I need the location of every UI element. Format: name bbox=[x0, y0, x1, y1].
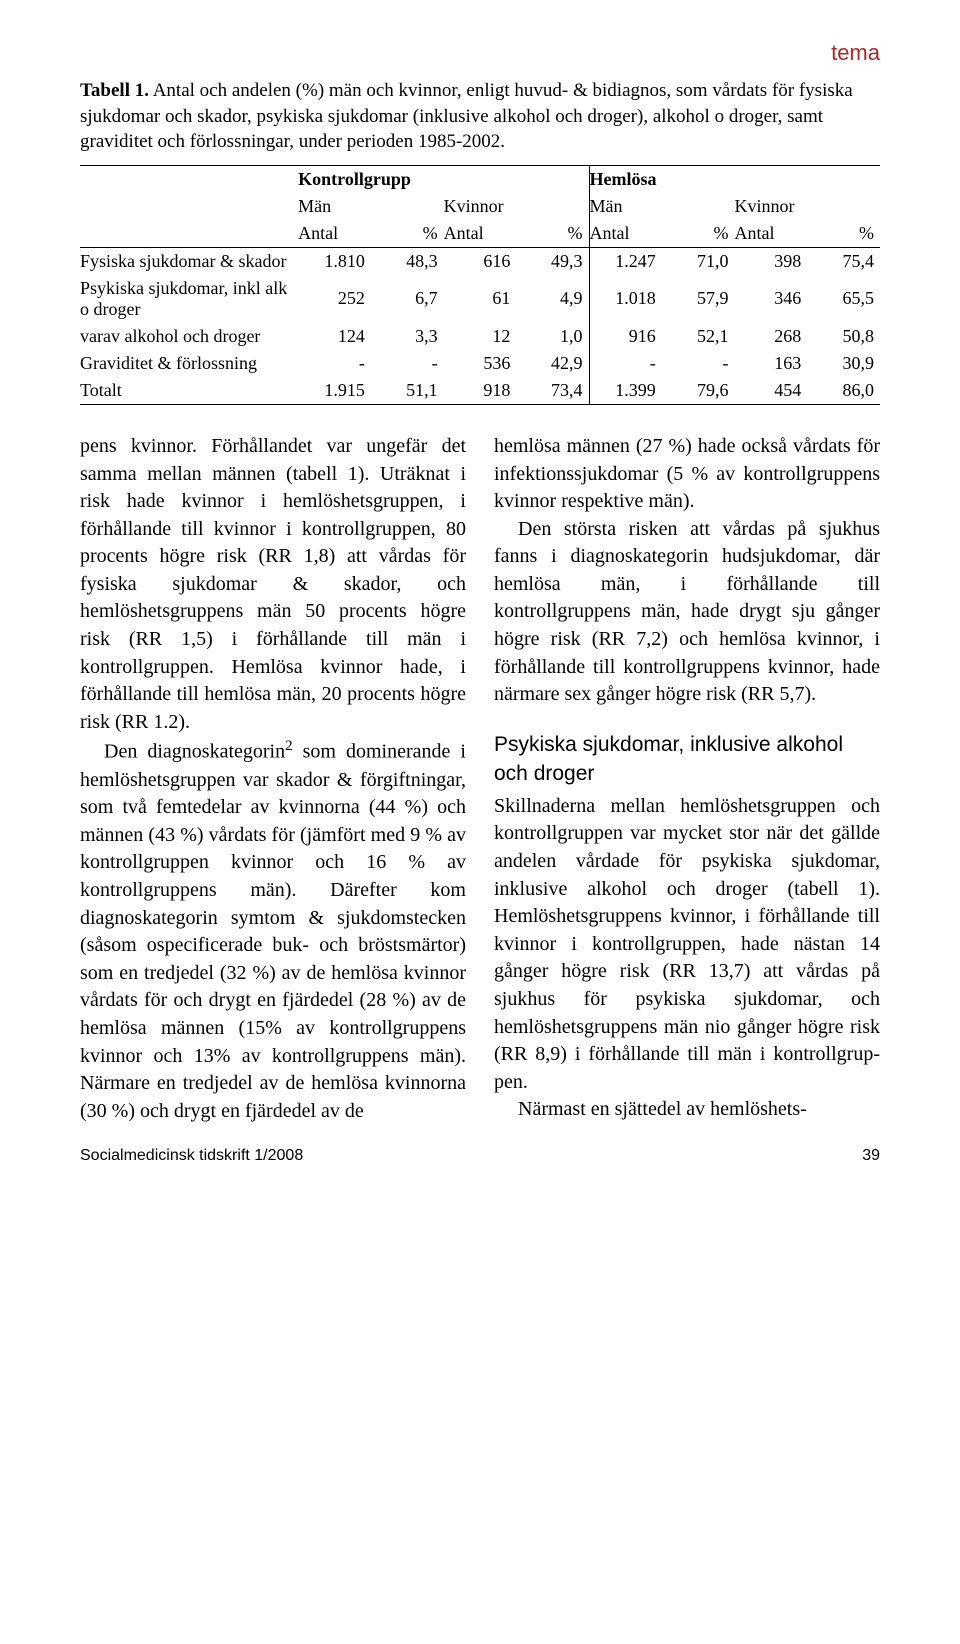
cell: 346 bbox=[734, 275, 807, 323]
col-women-a: Kvinnor bbox=[444, 193, 589, 220]
cell: 1.247 bbox=[589, 247, 662, 275]
cell: 1.399 bbox=[589, 377, 662, 405]
cell: 918 bbox=[444, 377, 517, 405]
journal-name: Socialmedicinsk tidskrift 1/2008 bbox=[80, 1147, 303, 1165]
col-antal: Antal bbox=[589, 220, 662, 248]
cell: 1,0 bbox=[516, 323, 589, 350]
table-caption-label: Tabell 1. bbox=[80, 80, 149, 101]
col-pct: % bbox=[807, 220, 880, 248]
body-paragraph: Den diagnoskategorin2 som do­minerande i… bbox=[80, 736, 466, 1125]
table-row: Psykiska sjukdomar, inkl alk o droger 25… bbox=[80, 275, 880, 323]
cell: 42,9 bbox=[516, 350, 589, 377]
body-paragraph: pens kvinnor. Förhållandet var un­gefär … bbox=[80, 433, 466, 737]
cell: 268 bbox=[734, 323, 807, 350]
col-antal: Antal bbox=[444, 220, 517, 248]
body-paragraph: Skillnaderna mellan hemlöshetsgrup­pen o… bbox=[494, 793, 880, 1097]
cell: 12 bbox=[444, 323, 517, 350]
cell: 4,9 bbox=[516, 275, 589, 323]
col-pct: % bbox=[371, 220, 444, 248]
cell: 57,9 bbox=[662, 275, 735, 323]
footnote-ref: 2 bbox=[285, 738, 293, 754]
table-row: varav alkohol och droger 124 3,3 12 1,0 … bbox=[80, 323, 880, 350]
cell: 1.018 bbox=[589, 275, 662, 323]
body-paragraph: Den största risken att vårdas på sjukhus… bbox=[494, 516, 880, 709]
cell: 49,3 bbox=[516, 247, 589, 275]
cell: - bbox=[298, 350, 371, 377]
cell: 65,5 bbox=[807, 275, 880, 323]
row-label: Fysiska sjukdomar & skador bbox=[80, 247, 298, 275]
table-row: Graviditet & förlossning - - 536 42,9 - … bbox=[80, 350, 880, 377]
cell: 48,3 bbox=[371, 247, 444, 275]
col-pct: % bbox=[516, 220, 589, 248]
col-men-a: Män bbox=[298, 193, 443, 220]
right-column: hemlösa männen (27 %) hade också vårdats… bbox=[494, 433, 880, 1126]
col-women-b: Kvinnor bbox=[734, 193, 880, 220]
group-a-header: Kontrollgrupp bbox=[298, 165, 589, 193]
col-pct: % bbox=[662, 220, 735, 248]
cell: 3,3 bbox=[371, 323, 444, 350]
cell: 79,6 bbox=[662, 377, 735, 405]
cell: 454 bbox=[734, 377, 807, 405]
cell: 252 bbox=[298, 275, 371, 323]
cell: 73,4 bbox=[516, 377, 589, 405]
col-antal: Antal bbox=[734, 220, 807, 248]
section-label: tema bbox=[80, 40, 880, 66]
cell: 51,1 bbox=[371, 377, 444, 405]
col-antal: Antal bbox=[298, 220, 371, 248]
body-columns: pens kvinnor. Förhållandet var un­gefär … bbox=[80, 433, 880, 1126]
group-b-header: Hemlösa bbox=[589, 165, 880, 193]
row-label: Psykiska sjukdomar, inkl alk o droger bbox=[80, 275, 298, 323]
cell: 163 bbox=[734, 350, 807, 377]
table-row: Totalt 1.915 51,1 918 73,4 1.399 79,6 45… bbox=[80, 377, 880, 405]
cell: 124 bbox=[298, 323, 371, 350]
body-paragraph: hemlösa männen (27 %) hade också vårdats… bbox=[494, 433, 880, 516]
page-footer: Socialmedicinsk tidskrift 1/2008 39 bbox=[80, 1147, 880, 1165]
cell: 52,1 bbox=[662, 323, 735, 350]
cell: 536 bbox=[444, 350, 517, 377]
body-paragraph: Närmast en sjättedel av hemlöshets- bbox=[494, 1096, 880, 1124]
cell: 1.810 bbox=[298, 247, 371, 275]
page-number: 39 bbox=[862, 1147, 880, 1165]
data-table: Kontrollgrupp Hemlösa Män Kvinnor Män Kv… bbox=[80, 165, 880, 405]
row-label: Graviditet & förlossning bbox=[80, 350, 298, 377]
table-row: Fysiska sjukdomar & skador 1.810 48,3 61… bbox=[80, 247, 880, 275]
section-heading: Psykiska sjukdomar, inklusive alko­hol o… bbox=[494, 731, 880, 789]
table-caption-text: Antal och andelen (%) män och kvinnor, e… bbox=[80, 80, 853, 152]
cell: 50,8 bbox=[807, 323, 880, 350]
cell: 61 bbox=[444, 275, 517, 323]
cell: 75,4 bbox=[807, 247, 880, 275]
cell: 30,9 bbox=[807, 350, 880, 377]
cell: 71,0 bbox=[662, 247, 735, 275]
left-column: pens kvinnor. Förhållandet var un­gefär … bbox=[80, 433, 466, 1126]
row-label: varav alkohol och droger bbox=[80, 323, 298, 350]
col-men-b: Män bbox=[589, 193, 734, 220]
cell: 86,0 bbox=[807, 377, 880, 405]
cell: 398 bbox=[734, 247, 807, 275]
table-caption: Tabell 1. Antal och andelen (%) män och … bbox=[80, 78, 880, 155]
cell: 6,7 bbox=[371, 275, 444, 323]
cell: 1.915 bbox=[298, 377, 371, 405]
cell: - bbox=[662, 350, 735, 377]
cell: 916 bbox=[589, 323, 662, 350]
cell: - bbox=[589, 350, 662, 377]
cell: 616 bbox=[444, 247, 517, 275]
cell: - bbox=[371, 350, 444, 377]
row-label: Totalt bbox=[80, 377, 298, 405]
